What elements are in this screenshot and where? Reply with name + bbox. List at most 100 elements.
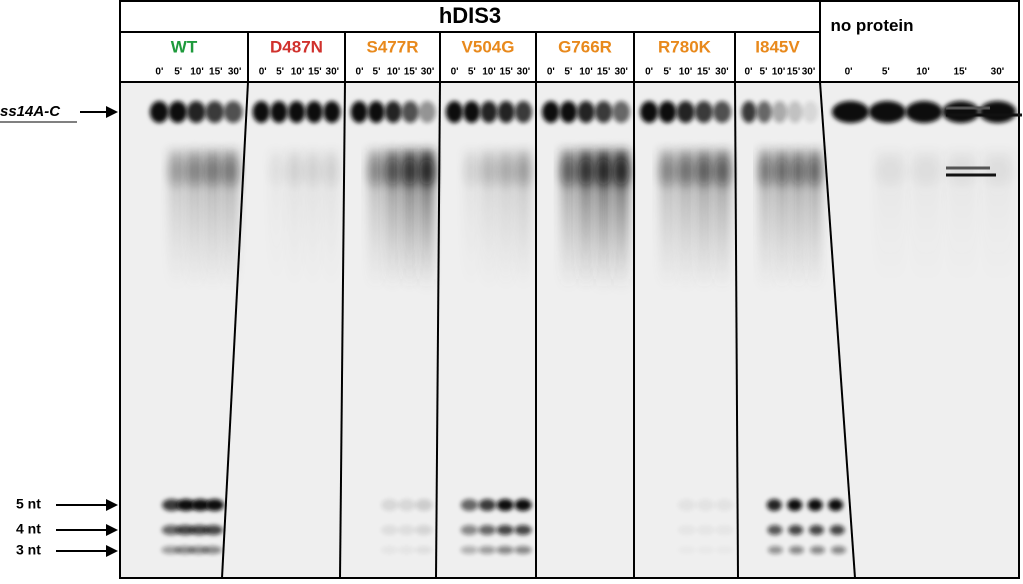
intermediate-band	[269, 158, 284, 186]
product-band	[831, 546, 847, 554]
intermediate-smear	[561, 150, 576, 290]
intermediate-band	[561, 158, 576, 186]
intermediate-smear	[613, 150, 629, 290]
intermediate-smear	[791, 150, 805, 290]
substrate-band	[658, 101, 677, 123]
substrate-band	[350, 101, 368, 123]
substrate-band	[756, 101, 772, 123]
product-band	[788, 546, 804, 554]
panel-label: S477R	[367, 37, 419, 56]
intermediate-smear	[678, 150, 694, 290]
substrate-band	[384, 101, 402, 123]
intermediate-band	[874, 158, 906, 186]
time-label: 0'	[645, 67, 653, 78]
intermediate-band	[168, 158, 185, 186]
panel-label: WT	[171, 37, 198, 56]
substrate-band	[559, 101, 578, 123]
substrate-band	[270, 101, 288, 123]
product-band	[496, 525, 514, 535]
intermediate-band	[714, 158, 731, 186]
product-band	[203, 546, 222, 554]
intermediate-smear	[696, 150, 712, 290]
substrate-band	[787, 101, 803, 123]
frame	[119, 0, 1020, 579]
product-band	[478, 546, 496, 554]
product-band	[460, 546, 478, 554]
intermediate-band	[596, 158, 611, 186]
substrate-band	[323, 101, 341, 123]
substrate-band	[741, 101, 757, 123]
product-band	[397, 546, 415, 554]
substrate-band	[480, 101, 498, 123]
intermediate-smear	[759, 150, 773, 290]
substrate-band	[694, 101, 713, 123]
intermediate-smear	[305, 150, 321, 290]
product-band	[496, 499, 514, 511]
substrate-band	[831, 101, 870, 123]
panel-label: R780K	[658, 37, 712, 56]
substrate-band	[594, 101, 613, 123]
intermediate-band	[204, 158, 221, 186]
lane-divider	[734, 81, 739, 579]
intermediate-band	[323, 158, 339, 186]
intermediate-band	[287, 158, 302, 186]
intermediate-band	[946, 158, 978, 186]
intermediate-band	[402, 158, 417, 186]
substrate-band	[401, 101, 419, 123]
time-label: 30'	[614, 67, 628, 78]
time-label: 0'	[356, 67, 364, 78]
time-label: 15'	[787, 67, 801, 78]
time-label: 10'	[387, 67, 401, 78]
substrate-band	[640, 101, 659, 123]
product-band	[767, 546, 783, 554]
time-label: 0'	[845, 67, 853, 78]
intermediate-band	[578, 158, 594, 186]
product-label: 3 nt	[16, 542, 41, 558]
time-label: 5'	[760, 67, 768, 78]
substrate-band	[905, 101, 943, 123]
time-label: 10'	[772, 67, 786, 78]
intermediate-band	[186, 158, 203, 186]
substrate-band	[418, 101, 436, 123]
lane-divider	[819, 81, 856, 579]
product-band	[205, 499, 225, 511]
time-label: 5'	[276, 67, 284, 78]
time-label: 0'	[547, 67, 555, 78]
time-label: 10'	[291, 67, 305, 78]
left-markers: ss14A-C 5 nt 4 nt 3 nt	[0, 103, 118, 558]
product-band	[767, 525, 783, 535]
substrate-band	[577, 101, 595, 123]
time-label: 0'	[259, 67, 267, 78]
product-band	[496, 546, 514, 554]
intermediate-smear	[516, 150, 531, 290]
product-band	[161, 546, 181, 554]
intermediate-band	[775, 158, 789, 186]
product-band	[715, 525, 733, 535]
substrate-band	[868, 101, 906, 123]
lane-divider	[339, 81, 346, 579]
panel-label: I845V	[755, 37, 800, 56]
time-label: 10'	[916, 67, 930, 78]
intermediate-band	[516, 158, 531, 186]
time-label: 30'	[715, 67, 729, 78]
intermediate-smear	[419, 150, 434, 290]
time-label: 10'	[679, 67, 693, 78]
panel-label: G766R	[558, 37, 612, 56]
substrate-band	[497, 101, 515, 123]
product-band	[697, 546, 715, 554]
product-band	[678, 546, 696, 554]
product-band	[415, 525, 433, 535]
time-label: 0'	[451, 67, 459, 78]
intermediate-band	[659, 158, 676, 186]
intermediate-band	[982, 158, 1014, 186]
product-band	[696, 499, 715, 511]
product-band	[788, 525, 804, 535]
product-label: 5 nt	[16, 496, 41, 512]
intermediate-smear	[481, 150, 496, 290]
product-band	[176, 499, 196, 511]
intermediate-smear	[204, 150, 221, 290]
intermediate-smear	[368, 150, 383, 290]
intermediate-smear	[498, 150, 514, 290]
